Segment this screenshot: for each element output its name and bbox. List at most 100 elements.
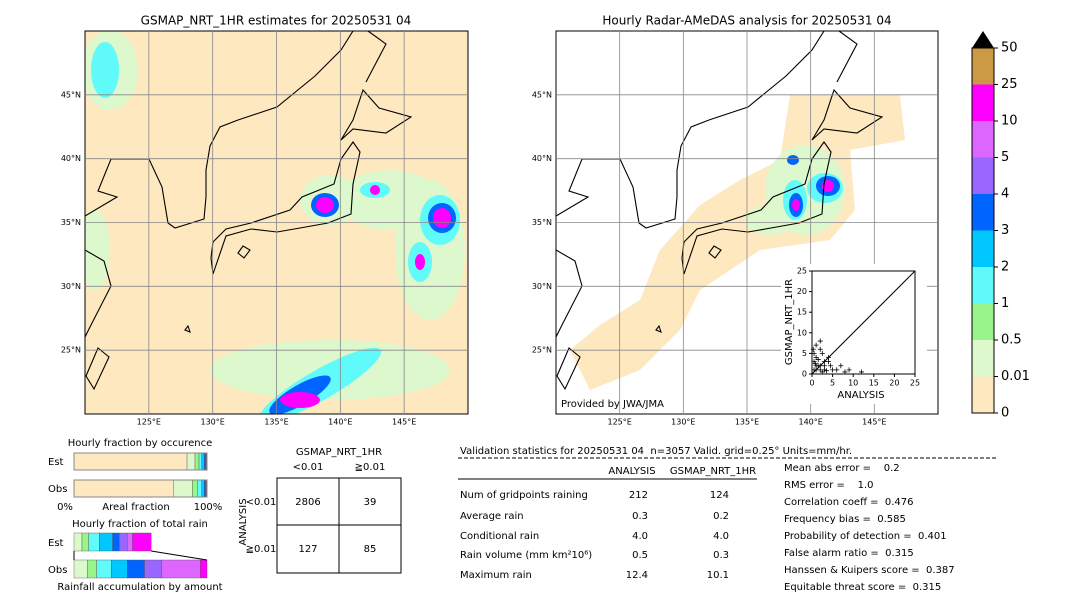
scatter-point: [811, 350, 817, 356]
scatter-point: [815, 357, 821, 363]
y-tick-label: 10: [797, 328, 807, 337]
fraction-segment: [201, 479, 205, 498]
validation-rows: Num of gridpoints raining 212 124 Average r…: [460, 463, 955, 593]
diagonal: [811, 270, 916, 375]
colorbar-label: 1: [1001, 296, 1009, 311]
lat-tick-label: 35°N: [61, 218, 81, 227]
fraction-segment: [197, 479, 202, 498]
fraction-segment: [173, 479, 193, 498]
scatter-point: [819, 369, 825, 375]
score: False alarm ratio = 0.315: [784, 548, 914, 559]
stat-label: Average rain: [460, 511, 524, 522]
fraction-segment: [88, 532, 100, 552]
inset-ylabel: GSMAP_NRT_1HR: [784, 279, 795, 365]
left-map: [85, 31, 468, 414]
lon-tick-label: 130°E: [671, 418, 695, 427]
fraction-segment: [161, 559, 201, 579]
row-label: ≧0.01: [246, 544, 277, 555]
caption: Rainfall accumulation by amount: [57, 582, 222, 593]
colorbar-box: [972, 121, 994, 158]
lon-tick-label: 135°E: [735, 418, 759, 427]
colorbar-box: [972, 303, 994, 340]
scatter-point: [821, 363, 827, 369]
stat-value: 0.2: [713, 511, 729, 522]
fraction-segment: [186, 452, 196, 471]
stat-value: 124: [710, 490, 729, 501]
row-label: Est: [48, 538, 64, 549]
row-label: Obs: [48, 484, 67, 495]
panel-title: Hourly fraction of total rain: [72, 519, 208, 530]
validation-header: Validation statistics for 20250531 04 n=…: [460, 446, 852, 457]
scatter-point: [810, 346, 816, 352]
colorbar-label: 5: [1001, 150, 1009, 165]
lat-tick-label: 45°N: [61, 90, 81, 99]
colorbar-box: [972, 48, 994, 85]
fraction-segment: [96, 559, 112, 579]
scatter-point: [825, 359, 831, 365]
score: Mean abs error = 0.2: [784, 463, 900, 474]
y-tick-label: 20: [797, 287, 807, 296]
fraction-segment: [99, 532, 113, 552]
fraction-segment: [198, 452, 202, 471]
fraction-segment: [194, 452, 200, 471]
axis-label: Areal fraction: [102, 502, 169, 513]
lon-tick-label: 125°E: [137, 418, 161, 427]
stat-value: 0.3: [713, 550, 729, 561]
cell: 85: [364, 544, 377, 555]
score: Probability of detection = 0.401: [784, 531, 947, 542]
fraction-segment: [87, 559, 97, 579]
colorbar-box: [972, 340, 994, 377]
lon-tick-label: 145°E: [862, 418, 886, 427]
cell: 127: [298, 544, 317, 555]
fraction-segment: [192, 479, 198, 498]
stat-value: 4.0: [713, 531, 729, 542]
fraction-segment: [112, 532, 120, 552]
inset-xlabel: ANALYSIS: [837, 390, 884, 401]
y-tick-label: 25: [797, 267, 807, 276]
bar-frame: [73, 452, 208, 471]
lon-tick-label: 140°E: [328, 418, 352, 427]
axis-label: 0%: [57, 502, 73, 513]
scatter-point: [812, 361, 818, 367]
scatter-point: [817, 338, 823, 344]
scatter-point: [846, 367, 852, 373]
stat-value: 0.5: [632, 550, 648, 561]
fraction-segment: [200, 559, 208, 579]
stat-label: Rain volume (mm km²10⁶): [460, 550, 592, 561]
inset-frame: [811, 270, 916, 375]
colorbar: 0 0.01 0.5 1 2 3 4 5 10 25 50: [971, 31, 1030, 421]
colorbar-label: 4: [1001, 187, 1009, 202]
lat-tick-label: 30°N: [532, 282, 552, 291]
stat-label: Maximum rain: [460, 570, 532, 581]
lat-tick-label: 25°N: [61, 346, 81, 355]
cell: 39: [364, 497, 377, 508]
scatter-point: [823, 368, 829, 374]
panel-title: Hourly fraction by occurence: [68, 438, 212, 449]
fraction-segment: [73, 532, 83, 552]
col-header: GSMAP_NRT_1HR: [670, 466, 756, 477]
col-label: ≧0.01: [355, 462, 386, 473]
colorbar-label: 10: [1001, 114, 1018, 129]
row-title: ANALYSIS: [238, 498, 249, 545]
colorbar-box: [972, 230, 994, 267]
x-tick-label: 10: [848, 379, 858, 388]
fraction-segment: [73, 479, 174, 498]
bar-frame: [73, 479, 208, 498]
lon-tick-label: 130°E: [201, 418, 225, 427]
colorbar-box: [972, 376, 994, 413]
colorbar-extend: [972, 31, 994, 48]
cell: 2806: [295, 497, 320, 508]
scatter-point: [828, 363, 834, 369]
lat-tick-label: 30°N: [61, 282, 81, 291]
lat-tick-label: 35°N: [532, 218, 552, 227]
stat-label: Num of gridpoints raining: [460, 490, 588, 501]
lon-tick-label: 125°E: [608, 418, 632, 427]
scatter-point: [842, 369, 848, 375]
colorbar-label: 0: [1001, 406, 1009, 421]
row-label: <0.01: [246, 497, 277, 508]
table-title: GSMAP_NRT_1HR: [296, 447, 382, 458]
score: Frequency bias = 0.585: [784, 514, 906, 525]
scatter-point: [834, 367, 840, 373]
fraction-segment: [201, 452, 205, 471]
fraction-segment: [73, 559, 88, 579]
